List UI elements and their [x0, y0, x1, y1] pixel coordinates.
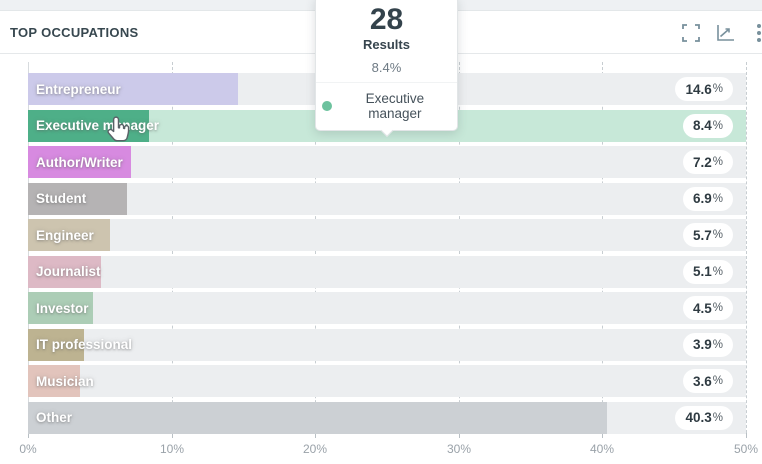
axis-tick	[459, 433, 460, 438]
bar-track[interactable]	[28, 328, 746, 361]
bar-fill[interactable]	[28, 219, 110, 251]
value-number: 6.9	[692, 191, 712, 206]
axis-tick	[315, 433, 316, 438]
axis-tick-label: 20%	[302, 442, 328, 456]
bar-row: Journalist 5.1 %	[28, 255, 746, 288]
bar-track[interactable]	[28, 182, 746, 215]
bar-track[interactable]	[28, 365, 746, 397]
bar-label: Investor	[36, 300, 89, 316]
kebab-menu-icon[interactable]	[749, 23, 762, 43]
bar-fill[interactable]	[28, 328, 84, 361]
bar-fill[interactable]	[28, 292, 93, 324]
axis-tick	[28, 433, 29, 438]
bar-label: Author/Writer	[36, 154, 123, 170]
value-badge: 7.2 %	[682, 150, 733, 174]
card-title: TOP OCCUPATIONS	[10, 25, 139, 40]
tooltip-count: 28	[369, 3, 404, 36]
bar-row: Author/Writer 7.2 %	[28, 146, 746, 178]
bar-row: Investor 4.5 %	[28, 292, 746, 324]
bar-row: Student 6.9 %	[28, 182, 746, 215]
percent-sign: %	[712, 229, 723, 241]
bar-fill[interactable]	[28, 401, 607, 434]
value-number: 5.1	[692, 264, 712, 279]
bar-label: Executive manager	[36, 118, 160, 133]
chart-tooltip: 28 Results 8.4% Executive manager	[315, 0, 458, 137]
value-badge: 6.9 %	[682, 186, 733, 211]
value-number: 40.3	[685, 410, 712, 425]
value-number: 14.6	[685, 81, 712, 97]
value-badge: 3.6 %	[682, 369, 733, 393]
percent-sign: %	[712, 338, 723, 351]
axis-tick-label: 10%	[159, 442, 185, 456]
bar-label: IT professional	[36, 337, 133, 352]
bar-fill[interactable]	[28, 255, 102, 288]
bar-label: Student	[36, 191, 87, 206]
bar-fill[interactable]	[28, 146, 132, 178]
tooltip-percent: 8.4%	[371, 60, 402, 75]
bar-row: IT professional 3.9 %	[28, 328, 746, 361]
percent-sign: %	[712, 375, 723, 387]
value-number: 7.2	[692, 154, 712, 170]
percent-sign: %	[712, 156, 723, 168]
bar-row: Other 40.3 %	[28, 401, 746, 434]
percent-sign: %	[712, 119, 723, 132]
series-dot-icon	[322, 101, 332, 111]
axis-tick	[602, 433, 603, 438]
percent-sign: %	[712, 192, 723, 205]
value-badge: 40.3 %	[675, 405, 733, 430]
bar-label: Musician	[36, 373, 94, 389]
bar-label: Journalist	[36, 264, 101, 279]
value-number: 4.5	[692, 300, 712, 316]
bar-track[interactable]	[28, 292, 746, 324]
axis-tick-label: 30%	[446, 442, 472, 456]
percent-sign: %	[712, 83, 723, 95]
percent-sign: %	[712, 411, 723, 424]
value-badge: 3.9 %	[682, 332, 733, 357]
value-badge: 14.6 %	[675, 77, 733, 101]
chart-type-icon[interactable]	[715, 23, 735, 43]
bar-track[interactable]	[28, 219, 746, 251]
bar-fill[interactable]	[28, 365, 80, 397]
fullscreen-icon[interactable]	[681, 23, 701, 43]
gridline	[746, 62, 747, 433]
tooltip-series-label: Executive manager	[365, 91, 425, 121]
value-number: 5.7	[692, 227, 712, 243]
value-badge: 8.4 %	[682, 113, 733, 138]
bar-label: Engineer	[36, 227, 94, 243]
value-badge: 5.7 %	[682, 223, 733, 247]
axis-tick-label: 40%	[589, 442, 615, 456]
value-badge: 5.1 %	[682, 259, 733, 284]
axis-tick	[172, 433, 173, 438]
axis-tick-label: 0%	[19, 442, 37, 456]
percent-sign: %	[712, 302, 723, 314]
value-number: 3.9	[692, 337, 712, 352]
value-number: 8.4	[692, 118, 712, 133]
bar-row: Engineer 5.7 %	[28, 219, 746, 251]
bar-label: Other	[36, 410, 73, 425]
value-number: 3.6	[692, 373, 712, 389]
bar-fill[interactable]	[28, 182, 128, 215]
tooltip-series-row: Executive manager	[316, 82, 457, 130]
bar-track[interactable]	[28, 146, 746, 178]
tooltip-count-label: Results	[363, 37, 410, 52]
value-badge: 4.5 %	[682, 296, 733, 320]
bar-row: Musician 3.6 %	[28, 365, 746, 397]
percent-sign: %	[712, 265, 723, 278]
bar-label: Entrepreneur	[36, 81, 121, 97]
axis-tick	[746, 433, 747, 438]
axis-tick-label: 50%	[733, 442, 759, 456]
x-axis-line	[28, 433, 746, 434]
bar-fill[interactable]	[28, 73, 238, 105]
header-toolbar	[681, 12, 762, 53]
bar-track[interactable]	[28, 255, 746, 288]
